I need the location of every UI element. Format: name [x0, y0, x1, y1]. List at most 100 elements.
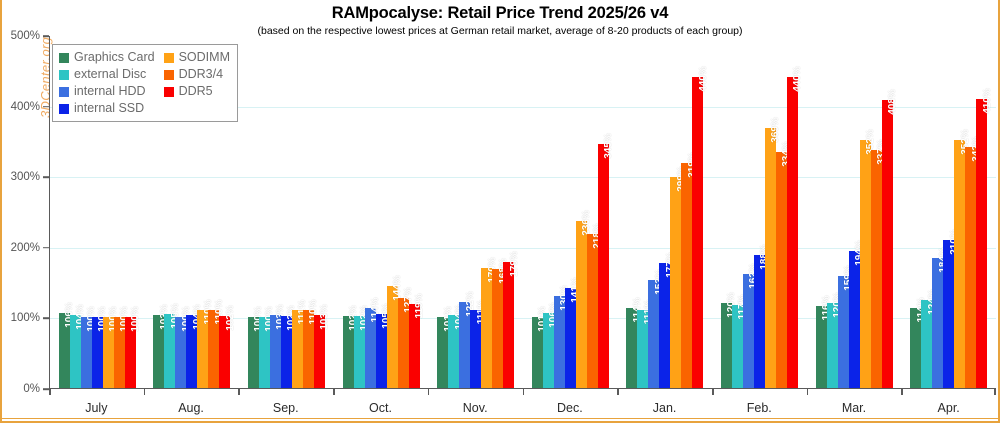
bar[interactable]: 440% [786, 67, 803, 388]
legend-label: SODIMM [178, 50, 230, 64]
bar[interactable]: 124% [921, 290, 938, 388]
bar[interactable]: 168% [492, 259, 509, 388]
bar[interactable]: 104% [69, 304, 86, 388]
bar[interactable]: 177% [659, 252, 676, 388]
bar[interactable]: 100% [91, 307, 108, 388]
bar[interactable]: 352% [859, 129, 876, 388]
bar[interactable]: 170% [481, 257, 498, 388]
bar[interactable]: 114% [910, 297, 927, 388]
bar[interactable]: 345% [597, 134, 614, 388]
bar-value-label: 179% [508, 250, 520, 277]
bar[interactable]: 144% [386, 276, 403, 388]
bar[interactable]: 352% [954, 129, 971, 388]
bar[interactable]: 153% [648, 269, 665, 388]
legend-item[interactable]: internal SSD [59, 100, 155, 117]
bar[interactable]: 111% [291, 299, 308, 388]
legend-swatch-icon [59, 69, 69, 80]
bar[interactable]: 104% [448, 304, 465, 388]
bar[interactable]: 179% [503, 251, 520, 388]
bar[interactable]: 114% [626, 297, 643, 388]
bar[interactable]: 334% [775, 141, 792, 388]
legend-label: internal HDD [74, 84, 146, 98]
x-axis-tick-mark [617, 389, 619, 395]
x-axis-tick-mark [901, 389, 903, 395]
bar[interactable]: 162% [742, 263, 759, 388]
bar[interactable]: 210% [943, 229, 960, 388]
bar[interactable]: 408% [881, 89, 898, 388]
bar[interactable]: 101% [437, 306, 454, 388]
bar[interactable]: 188% [753, 244, 770, 388]
y-axis-tick-label: 300% [10, 171, 40, 184]
legend-item[interactable]: external Disc [59, 66, 155, 83]
bar[interactable]: 102% [219, 305, 236, 388]
bar[interactable]: 342% [965, 136, 982, 388]
bar[interactable]: 110% [197, 300, 214, 388]
bar[interactable]: 105% [164, 303, 181, 388]
x-axis-tick-label: Jan. [617, 389, 712, 421]
bar[interactable]: 319% [681, 152, 698, 388]
bar[interactable]: 194% [848, 240, 865, 388]
bar[interactable]: 117% [731, 295, 748, 388]
bar[interactable]: 122% [459, 291, 476, 388]
bar[interactable]: 141% [564, 278, 581, 388]
bar[interactable]: 120% [720, 292, 737, 388]
legend-item[interactable]: DDR5 [163, 83, 230, 100]
x-axis-label-text: Sep. [272, 401, 299, 415]
legend-item[interactable]: SODIMM [163, 49, 230, 66]
bar[interactable]: 101% [531, 306, 548, 388]
bar-set: 101%106%130%141% 236%218% 345% [531, 36, 614, 388]
bar[interactable]: 218% [586, 223, 603, 388]
bar-groups: 106%104%100%100%100%100%100%103%105%100%… [50, 36, 996, 388]
bar[interactable]: 119% [408, 293, 425, 388]
bar[interactable]: 103% [269, 305, 286, 388]
bar[interactable]: 103% [153, 305, 170, 388]
bar[interactable]: 130% [553, 285, 570, 388]
bar[interactable]: 110% [208, 300, 225, 388]
bar[interactable]: 100% [113, 307, 130, 388]
bar[interactable]: 110% [302, 300, 319, 388]
bar[interactable]: 100% [258, 307, 275, 388]
y-axis-tick-label: 0% [23, 383, 40, 395]
bar[interactable]: 299% [670, 166, 687, 388]
legend-swatch-icon [59, 52, 69, 63]
bar[interactable]: 111% [470, 299, 487, 388]
bar[interactable]: 236% [575, 211, 592, 388]
bar[interactable]: 105% [375, 303, 392, 388]
bar-set: 120%117%162%188% 369%334% 440% [720, 36, 803, 388]
bar-value-label: 144% [392, 275, 404, 302]
legend-column: Graphics Card external Disc internal HDD in… [59, 49, 155, 117]
legend-item[interactable]: DDR3/4 [163, 66, 230, 83]
bar[interactable]: 369% [764, 117, 781, 388]
bar[interactable]: 100% [247, 307, 264, 388]
bar[interactable]: 337% [870, 139, 887, 388]
bar[interactable]: 116% [815, 296, 832, 388]
bar-value-label: 345% [603, 133, 615, 160]
bar-group: 114%124%184%210%352%342% 410% [901, 36, 996, 388]
bar[interactable]: 100% [102, 307, 119, 388]
bar[interactable]: 100% [80, 307, 97, 388]
bar[interactable]: 106% [542, 302, 559, 388]
bar[interactable]: 102% [280, 305, 297, 388]
bar[interactable]: 111% [637, 299, 654, 388]
bar[interactable]: 114% [364, 297, 381, 388]
bar[interactable]: 103% [313, 305, 330, 388]
bar[interactable]: 159% [837, 265, 854, 388]
bar-group: 106%104%100%100%100%100%100% [50, 36, 145, 388]
bar[interactable]: 120% [826, 292, 843, 388]
bar-group: 116%120%159%194%352%337% 408% [807, 36, 902, 388]
legend-item[interactable]: Graphics Card [59, 49, 155, 66]
bar[interactable]: 106% [58, 302, 75, 388]
bar[interactable]: 102% [342, 305, 359, 388]
bar[interactable]: 102% [353, 305, 370, 388]
bar[interactable]: 410% [976, 88, 993, 388]
bar-group: 114%111%153%177%299%319% 440% [618, 36, 713, 388]
bar[interactable]: 104% [186, 304, 203, 388]
bar[interactable]: 100% [124, 307, 141, 388]
bar[interactable]: 127% [397, 288, 414, 388]
bar-value-label: 408% [887, 89, 899, 115]
bar[interactable]: 100% [175, 307, 192, 388]
bar[interactable]: 440% [692, 67, 709, 388]
legend-item[interactable]: internal HDD [59, 83, 155, 100]
bar-value-label: 236% [581, 210, 593, 237]
bar[interactable]: 184% [932, 247, 949, 388]
